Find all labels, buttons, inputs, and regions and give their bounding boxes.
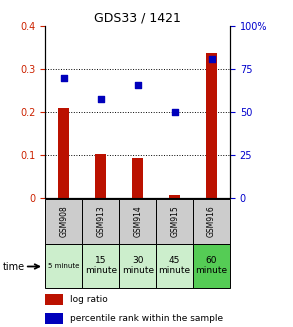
Text: percentile rank within the sample: percentile rank within the sample	[70, 314, 223, 323]
Point	[172, 109, 177, 115]
Bar	[58, 108, 69, 198]
Bar	[45, 244, 82, 288]
Bar	[169, 195, 180, 198]
Text: GSM914: GSM914	[133, 206, 142, 237]
Text: GSM916: GSM916	[207, 206, 216, 237]
Bar	[156, 199, 193, 244]
Text: GSM908: GSM908	[59, 206, 68, 237]
Text: GSM913: GSM913	[96, 206, 105, 237]
Text: 5 minute: 5 minute	[48, 263, 80, 269]
Bar	[95, 154, 106, 198]
Bar	[82, 244, 119, 288]
Bar	[193, 244, 230, 288]
Bar	[119, 199, 156, 244]
Text: log ratio: log ratio	[70, 295, 108, 304]
Title: GDS33 / 1421: GDS33 / 1421	[94, 12, 181, 25]
Bar	[206, 53, 217, 198]
Text: 30
minute: 30 minute	[122, 256, 154, 275]
Text: 15
minute: 15 minute	[85, 256, 117, 275]
Bar	[82, 199, 119, 244]
Bar	[45, 199, 82, 244]
Bar	[193, 199, 230, 244]
Text: GSM915: GSM915	[170, 206, 179, 237]
Point	[209, 56, 214, 61]
Point	[98, 96, 103, 102]
Text: 60
minute: 60 minute	[195, 256, 228, 275]
Point	[62, 75, 66, 80]
Text: time: time	[3, 262, 25, 271]
Bar	[156, 244, 193, 288]
Bar	[45, 313, 63, 324]
Point	[135, 82, 140, 87]
Bar	[132, 158, 143, 198]
Bar	[45, 294, 63, 305]
Text: 45
minute: 45 minute	[159, 256, 191, 275]
Bar	[119, 244, 156, 288]
